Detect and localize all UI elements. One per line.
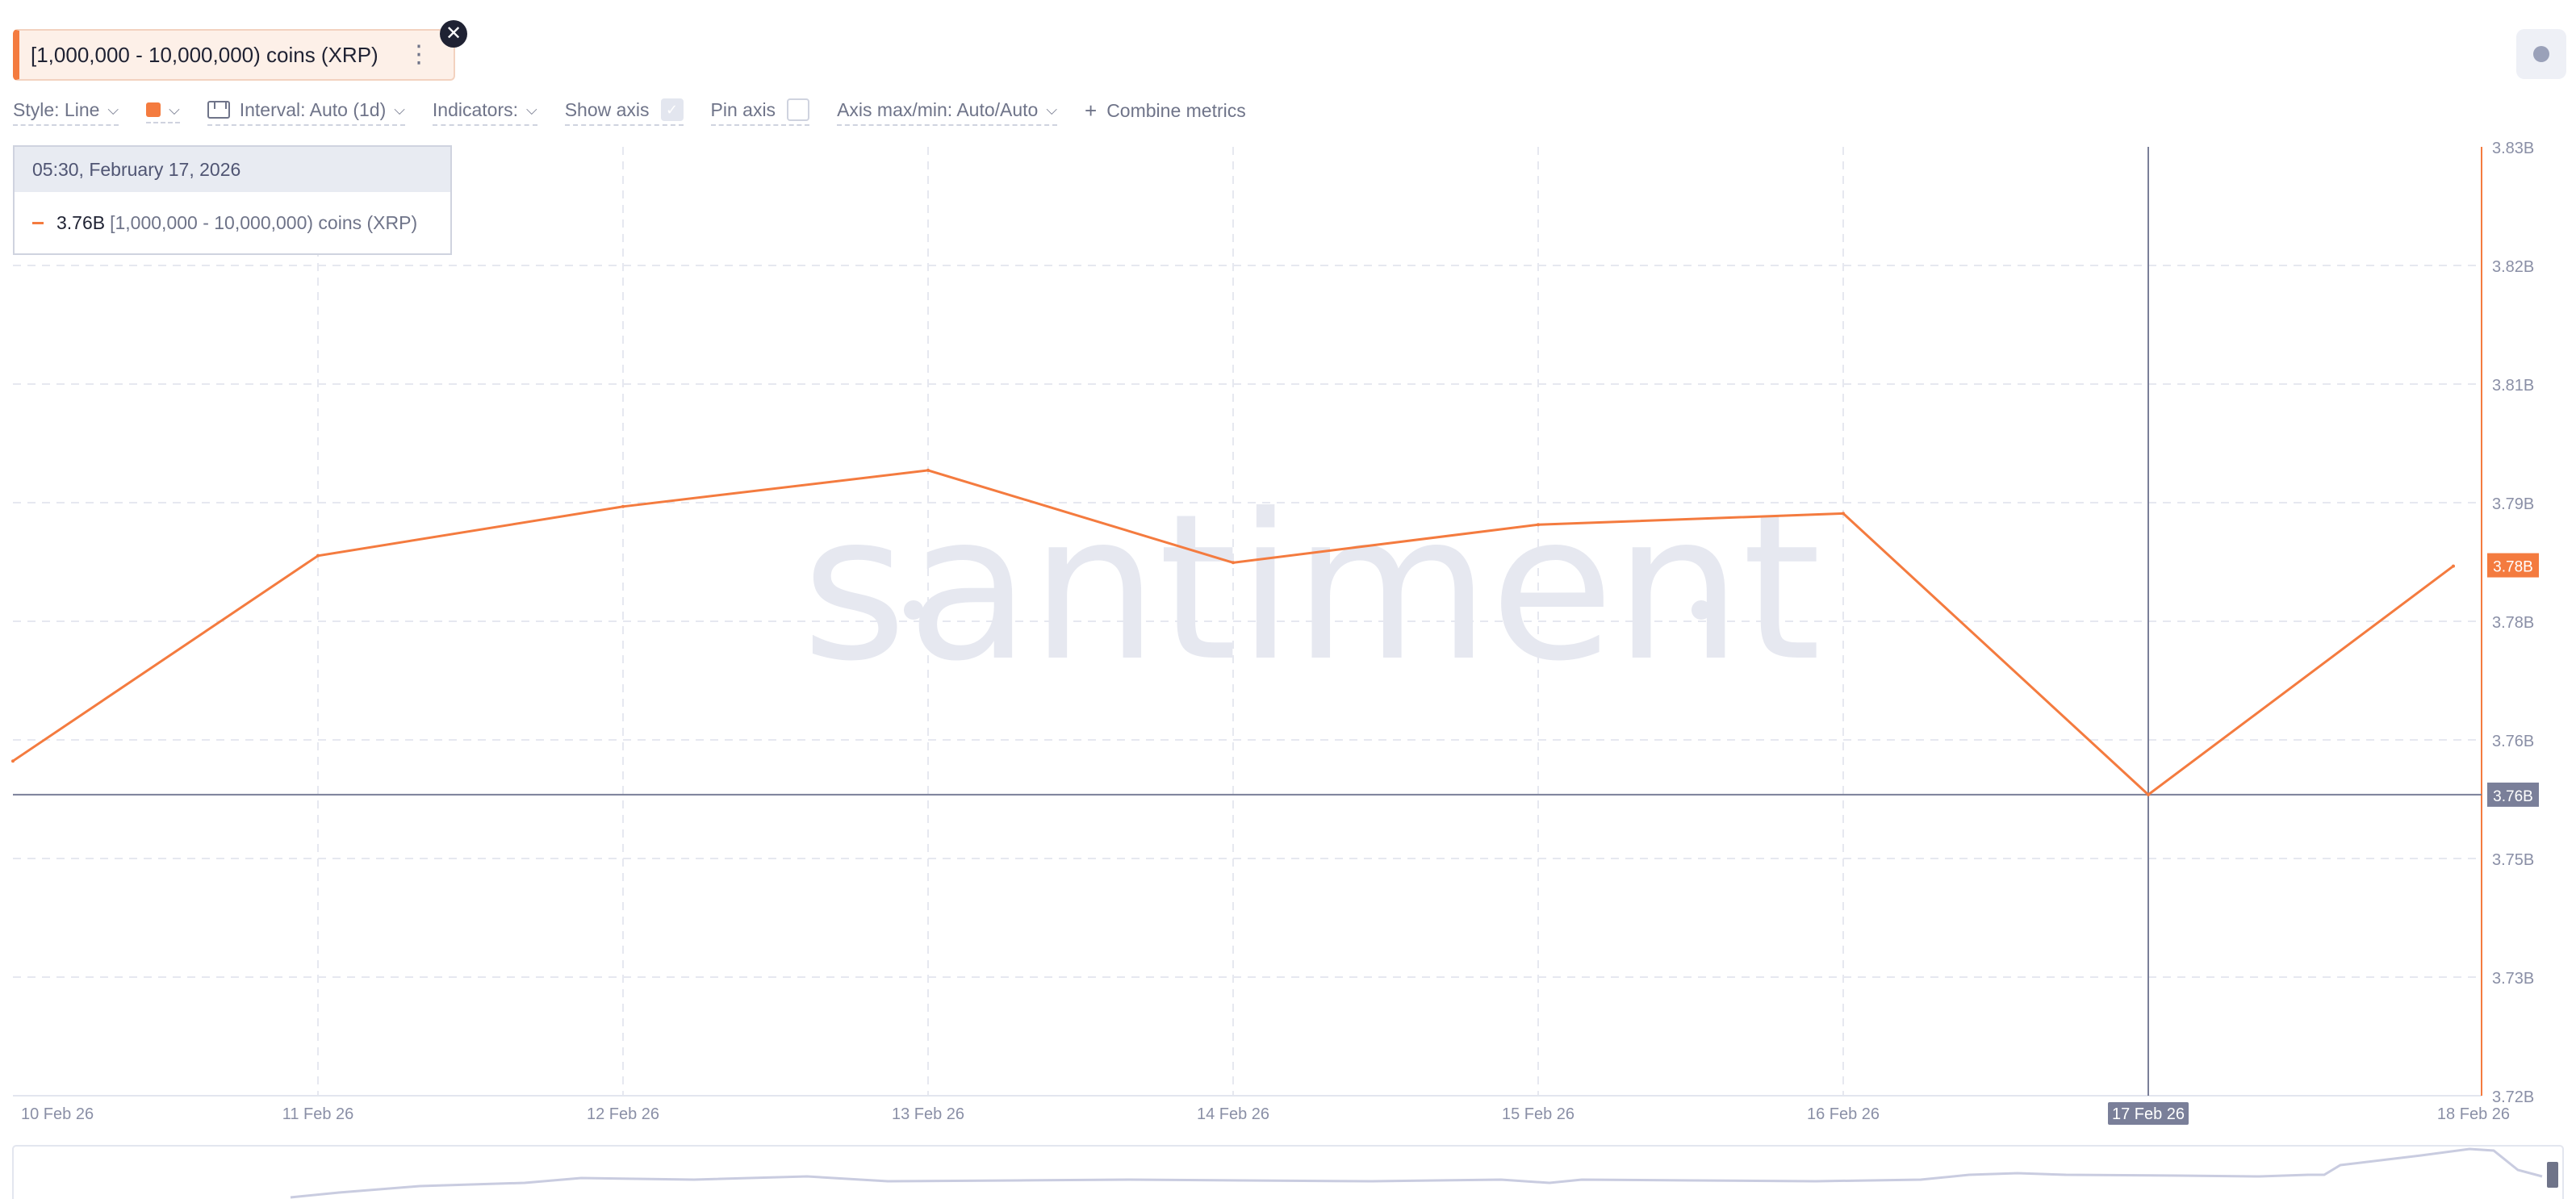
data-point bbox=[621, 504, 625, 508]
pin-axis-checkbox[interactable] bbox=[787, 98, 810, 121]
metric-label: [1,000,000 - 10,000,000) coins (XRP) bbox=[31, 42, 378, 67]
value-badges: 3.78B 3.76B bbox=[2487, 553, 2539, 807]
combine-metrics-button[interactable]: + Combine metrics bbox=[1085, 98, 1246, 127]
show-axis-label: Show axis bbox=[564, 98, 650, 120]
crosshair-value-badge: 3.76B bbox=[2493, 788, 2533, 805]
tooltip-series-name: [1,000,000 - 10,000,000) coins (XRP) bbox=[110, 211, 418, 233]
plus-icon: + bbox=[1085, 98, 1098, 123]
close-icon[interactable]: ✕ bbox=[440, 20, 467, 48]
chevron-down-icon: ⌵ bbox=[526, 101, 537, 118]
navigator-line bbox=[290, 1147, 2543, 1199]
color-picker[interactable]: ⌵ bbox=[146, 102, 180, 123]
crosshair-value-badge-bg bbox=[2487, 782, 2539, 807]
x-highlight-label: 17 Feb 26 bbox=[2112, 1105, 2185, 1123]
x-tick-label: 18 Feb 26 bbox=[2437, 1105, 2510, 1123]
data-point bbox=[11, 759, 15, 763]
x-tick-label: 10 Feb 26 bbox=[21, 1105, 94, 1123]
pin-axis-toggle[interactable]: Pin axis bbox=[710, 98, 810, 126]
x-tick-label: 14 Feb 26 bbox=[1197, 1105, 1269, 1123]
data-point bbox=[316, 554, 320, 558]
y-tick-label: 3.83B bbox=[2492, 140, 2534, 157]
more-vertical-icon[interactable]: ⋮ bbox=[407, 41, 431, 68]
series-color-marker bbox=[32, 221, 44, 224]
show-axis-checkbox[interactable]: ✓ bbox=[660, 98, 684, 121]
x-tick-label: 16 Feb 26 bbox=[1807, 1105, 1880, 1123]
interval-dropdown[interactable]: Interval: Auto (1d) ⌵ bbox=[207, 99, 405, 126]
data-point bbox=[1232, 561, 1235, 565]
style-label: Style: Line bbox=[13, 98, 100, 120]
y-tick-label: 3.81B bbox=[2492, 377, 2534, 395]
metric-tag[interactable]: [1,000,000 - 10,000,000) coins (XRP) ⋮ bbox=[13, 29, 455, 81]
axis-maxmin-dropdown[interactable]: Axis max/min: Auto/Auto ⌵ bbox=[837, 99, 1057, 126]
color-swatch bbox=[146, 102, 161, 117]
indicators-dropdown[interactable]: Indicators: ⌵ bbox=[432, 98, 537, 126]
x-tick-label: 15 Feb 26 bbox=[1502, 1105, 1574, 1123]
show-axis-toggle[interactable]: Show axis ✓ bbox=[564, 98, 684, 126]
chart-toolbar: Style: Line ⌵ ⌵ Interval: Auto (1d) ⌵ In… bbox=[13, 95, 1273, 129]
y-tick-label: 3.78B bbox=[2492, 614, 2534, 632]
data-point bbox=[1537, 523, 1540, 527]
ruler-icon bbox=[207, 101, 230, 119]
y-tick-label: 3.72B bbox=[2492, 1088, 2534, 1106]
data-point bbox=[2147, 792, 2150, 796]
y-tick-label: 3.75B bbox=[2492, 851, 2534, 869]
x-tick-label: 13 Feb 26 bbox=[892, 1105, 964, 1123]
chevron-down-icon: ⌵ bbox=[169, 101, 180, 118]
interval-label: Interval: Auto (1d) bbox=[239, 98, 387, 120]
watermark: santiment bbox=[801, 470, 1821, 705]
record-icon bbox=[2533, 46, 2549, 62]
tooltip-date: 05:30, February 17, 2026 bbox=[15, 147, 450, 192]
chevron-down-icon: ⌵ bbox=[394, 101, 405, 118]
y-tick-labels: 3.83B 3.82B 3.81B 3.79B 3.78B 3.76B 3.75B 3.73B… bbox=[2492, 140, 2534, 1106]
indicators-label: Indicators: bbox=[432, 98, 519, 120]
style-dropdown[interactable]: Style: Line ⌵ bbox=[13, 99, 119, 126]
y-tick-label: 3.76B bbox=[2492, 733, 2534, 750]
grid-horizontal bbox=[13, 265, 2482, 978]
chevron-down-icon: ⌵ bbox=[107, 101, 119, 118]
navigator bbox=[12, 1145, 2564, 1199]
y-tick-label: 3.73B bbox=[2492, 970, 2534, 988]
x-tick-labels: 10 Feb 26 11 Feb 26 12 Feb 26 13 Feb 26 14 F… bbox=[21, 1102, 2510, 1125]
axis-maxmin-label: Axis max/min: Auto/Auto bbox=[837, 98, 1039, 120]
tooltip-value: 3.76B bbox=[56, 211, 106, 233]
y-tick-label: 3.79B bbox=[2492, 495, 2534, 513]
watermark-dot-left bbox=[904, 600, 923, 620]
watermark-dot-right bbox=[1692, 600, 1711, 620]
pin-axis-label: Pin axis bbox=[710, 98, 776, 120]
chart-tooltip: 05:30, February 17, 2026 3.76B [1,000,00… bbox=[13, 145, 452, 255]
x-highlight-badge-bg bbox=[2108, 1102, 2189, 1125]
chevron-down-icon: ⌵ bbox=[1046, 101, 1057, 118]
tooltip-row: 3.76B [1,000,000 - 10,000,000) coins (XR… bbox=[15, 192, 450, 253]
y-tick-label: 3.82B bbox=[2492, 258, 2534, 276]
record-button[interactable] bbox=[2516, 29, 2566, 79]
data-point bbox=[2452, 564, 2455, 568]
combine-metrics-label: Combine metrics bbox=[1106, 99, 1246, 121]
x-tick-label: 11 Feb 26 bbox=[282, 1105, 354, 1123]
data-points bbox=[11, 468, 2455, 796]
x-tick-label: 12 Feb 26 bbox=[587, 1105, 659, 1123]
current-value-badge: 3.78B bbox=[2493, 559, 2533, 576]
data-point bbox=[1842, 512, 1845, 516]
current-value-badge-bg bbox=[2487, 553, 2539, 578]
crosshair bbox=[13, 147, 2482, 1096]
navigator-handle bbox=[2547, 1162, 2558, 1188]
data-point bbox=[926, 468, 930, 472]
